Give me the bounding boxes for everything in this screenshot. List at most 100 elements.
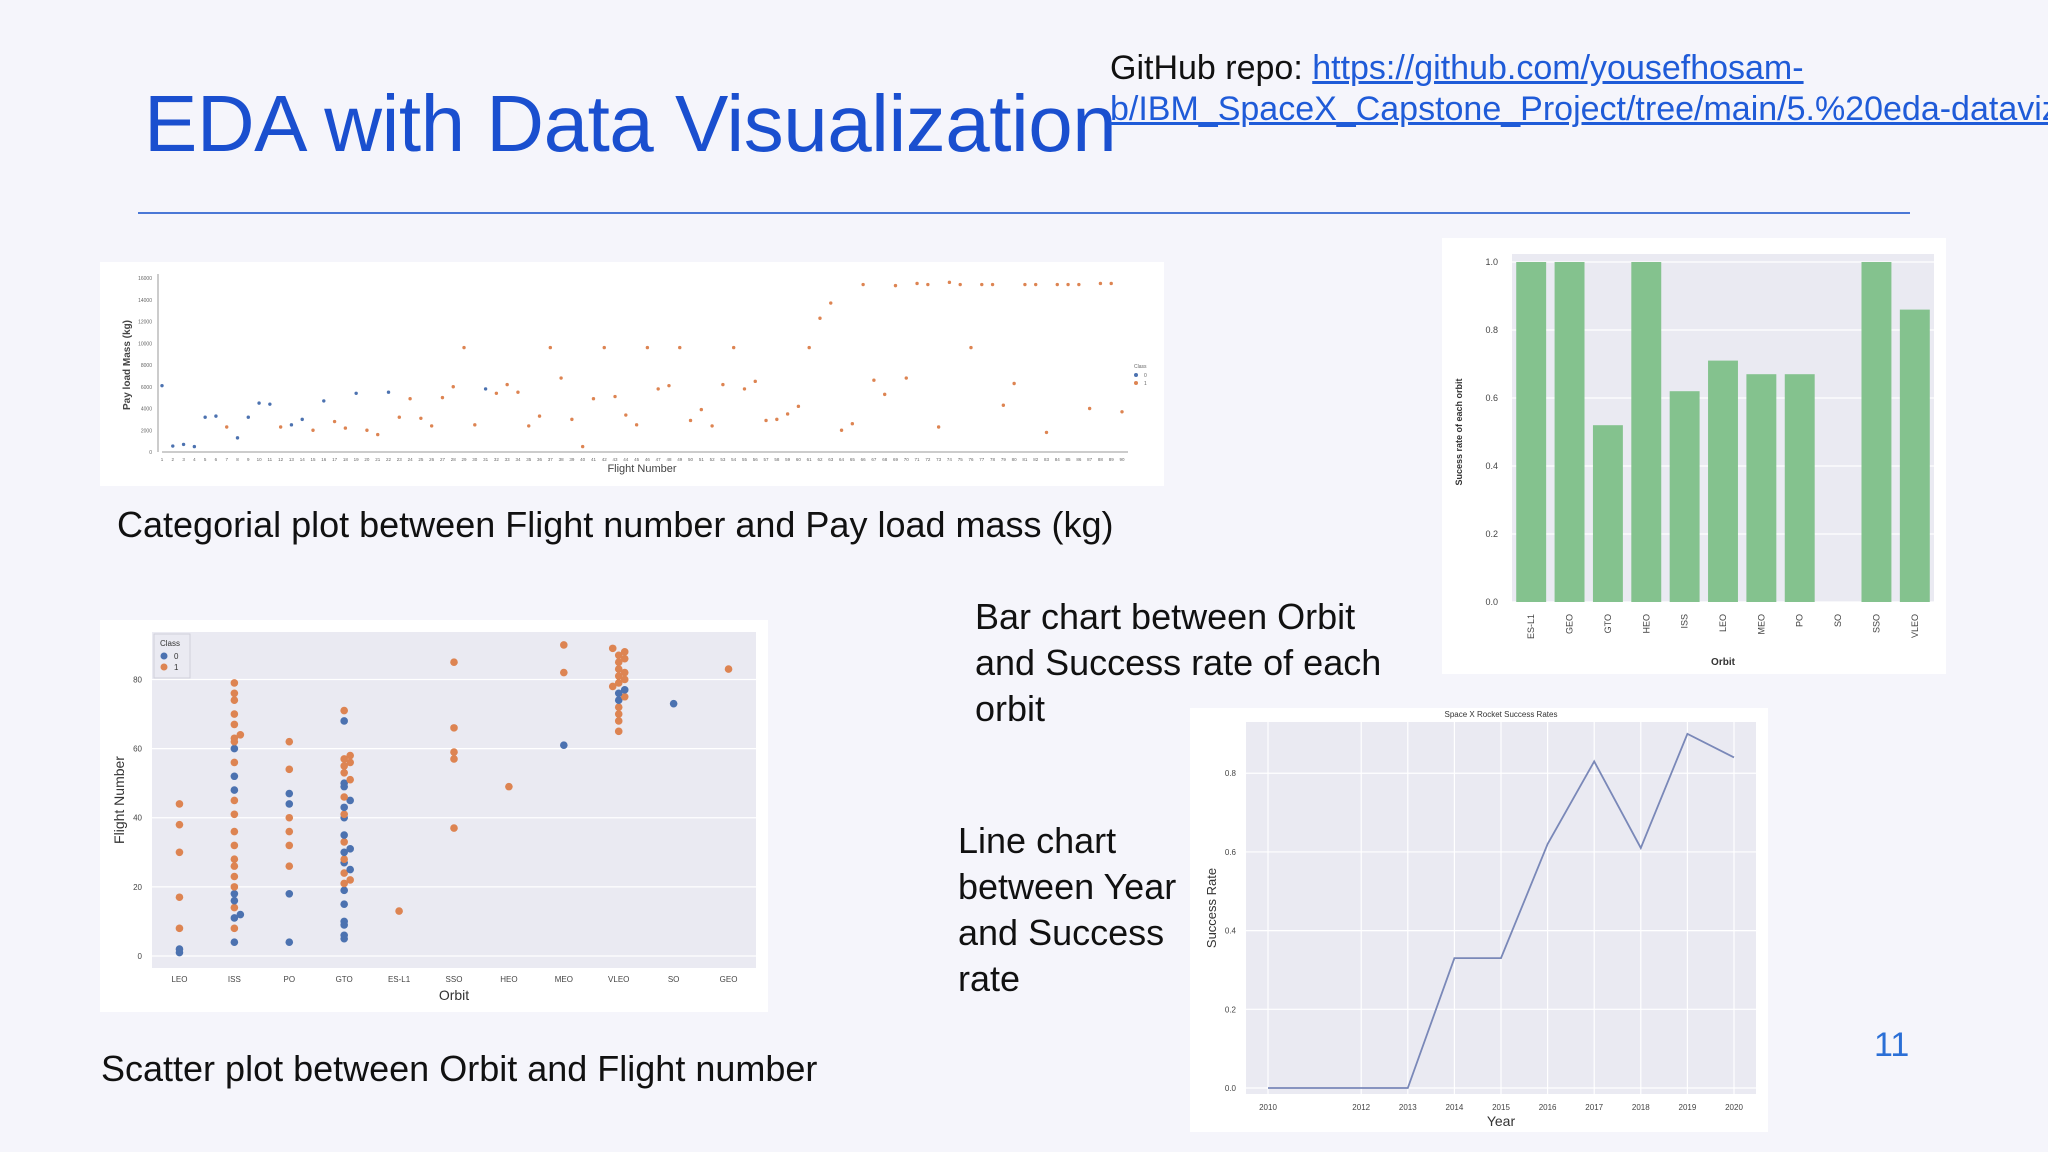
scatter-point bbox=[614, 658, 623, 666]
catplot-point bbox=[386, 390, 391, 394]
scatter-point bbox=[346, 865, 354, 874]
catplot-point bbox=[796, 404, 801, 409]
scatter-point bbox=[340, 838, 348, 846]
scatter-point bbox=[614, 710, 623, 718]
scatter-point bbox=[236, 910, 245, 919]
catplot-point bbox=[300, 417, 304, 422]
scatter-point bbox=[340, 769, 348, 777]
catplot-point bbox=[203, 415, 207, 419]
catplot-x-tick-label: 25 bbox=[418, 457, 424, 462]
scatter-point bbox=[346, 758, 354, 767]
scatter-point bbox=[230, 720, 239, 729]
scatter-point bbox=[340, 717, 348, 725]
catplot-x-tick-label: 49 bbox=[677, 457, 683, 462]
repo-label: GitHub repo: bbox=[1110, 49, 1313, 87]
scatter-point bbox=[346, 751, 354, 760]
scatter-point bbox=[230, 903, 239, 912]
scatter-point bbox=[230, 896, 239, 905]
repo-link-line1: https://github.com/yousefhosam- bbox=[1312, 49, 1804, 87]
catplot-y-tick-label: 14000 bbox=[138, 298, 152, 304]
catplot-point bbox=[1109, 281, 1113, 286]
catplot-x-tick-label: 45 bbox=[634, 457, 640, 462]
catplot-point bbox=[969, 345, 973, 350]
catplot-point bbox=[419, 416, 423, 420]
scatter-x-tick-label: SO bbox=[668, 975, 680, 984]
bar-geo bbox=[1554, 262, 1585, 602]
line-x-tick-label: 2019 bbox=[1679, 1103, 1697, 1112]
scatter-x-axis-label: Orbit bbox=[439, 987, 469, 1003]
scatter-point bbox=[340, 879, 348, 888]
scatter-legend-label: 0 bbox=[174, 652, 179, 661]
bar-y-tick-label: 0.8 bbox=[1485, 325, 1498, 335]
repo-link[interactable]: https://github.com/yousefhosam-b/IBM_Spa… bbox=[1110, 49, 2048, 128]
bar-y-tick-label: 0.6 bbox=[1485, 393, 1498, 403]
catplot-x-tick-label: 8 bbox=[236, 457, 239, 462]
catplot-legend-title: Class bbox=[1134, 364, 1147, 370]
catplot-x-tick-label: 76 bbox=[968, 457, 974, 462]
catplot-x-tick-label: 34 bbox=[515, 457, 521, 462]
scatter-point bbox=[346, 845, 354, 853]
catplot-point bbox=[332, 419, 337, 424]
scatter-point bbox=[236, 730, 245, 739]
line-x-tick-label: 2010 bbox=[1259, 1103, 1277, 1112]
catplot-point bbox=[753, 379, 757, 384]
scatter-point bbox=[614, 727, 623, 736]
catplot-point bbox=[850, 422, 855, 426]
line-x-tick-label: 2016 bbox=[1539, 1103, 1557, 1112]
catplot-point bbox=[688, 418, 693, 423]
scatter-point bbox=[230, 710, 239, 718]
catplot-x-tick-label: 39 bbox=[569, 457, 575, 462]
scatter-point bbox=[340, 793, 348, 801]
catplot-x-tick-label: 63 bbox=[828, 457, 834, 462]
bar-x-tick-label: MEO bbox=[1756, 614, 1766, 635]
catplot-x-tick-label: 6 bbox=[215, 457, 218, 462]
scatter-point bbox=[620, 675, 629, 684]
catplot-point bbox=[947, 280, 952, 285]
catplot-point bbox=[527, 424, 531, 428]
catplot-x-tick-label: 27 bbox=[440, 457, 446, 462]
catplot-point bbox=[548, 345, 553, 350]
scatter-point bbox=[614, 672, 623, 680]
line-x-tick-label: 2014 bbox=[1446, 1103, 1464, 1112]
catplot-x-tick-label: 13 bbox=[289, 457, 295, 462]
catplot-x-tick-label: 57 bbox=[764, 457, 770, 462]
bar-x-tick-label: GEO bbox=[1565, 614, 1575, 634]
catplot-point bbox=[710, 424, 714, 428]
bar-x-tick-label: GTO bbox=[1603, 614, 1613, 633]
catplot-point bbox=[893, 283, 898, 288]
bar-caption-line1: Bar chart between Orbit bbox=[975, 596, 1356, 637]
success-rate-line bbox=[1268, 732, 1735, 1089]
scatter-point bbox=[450, 724, 458, 732]
catplot-x-tick-label: 44 bbox=[623, 457, 629, 462]
catplot-x-tick-label: 74 bbox=[947, 457, 953, 462]
scatter-point bbox=[230, 679, 239, 687]
catplot-x-tick-label: 36 bbox=[537, 457, 543, 462]
line-y-tick-label: 0.4 bbox=[1225, 927, 1237, 936]
catplot-x-tick-label: 31 bbox=[483, 457, 489, 462]
catplot-x-tick-label: 30 bbox=[472, 457, 478, 462]
catplot-x-tick-label: 22 bbox=[386, 457, 392, 462]
scatter-y-tick-label: 40 bbox=[133, 814, 142, 823]
scatter-point bbox=[620, 654, 629, 663]
catplot-point bbox=[343, 426, 348, 430]
catplot-legend-marker bbox=[1134, 373, 1138, 377]
bar-y-tick-label: 0.0 bbox=[1485, 597, 1498, 607]
catplot-x-tick-label: 67 bbox=[871, 457, 877, 462]
scatter-point bbox=[230, 841, 239, 850]
catplot-point bbox=[473, 423, 477, 427]
catplot-x-tick-label: 70 bbox=[904, 457, 910, 462]
catplot-x-tick-label: 2 bbox=[172, 457, 175, 462]
repo-link-line2: b/IBM_SpaceX_Capstone_Project/tree/main/… bbox=[1110, 90, 2048, 128]
scatter-point bbox=[450, 824, 458, 832]
scatter-point bbox=[230, 810, 239, 819]
scatter-x-tick-label: SSO bbox=[446, 975, 463, 984]
catplot-point bbox=[1023, 282, 1027, 287]
catplot-point bbox=[537, 414, 542, 418]
catplot-point bbox=[408, 397, 412, 401]
catplot-x-tick-label: 28 bbox=[451, 457, 457, 462]
catplot-y-axis-label: Pay load Mass (kg) bbox=[122, 320, 133, 410]
repo-reference: GitHub repo: https://github.com/yousefho… bbox=[1110, 48, 2048, 130]
bar-x-tick-label: ES-L1 bbox=[1526, 614, 1536, 639]
scatter-point bbox=[230, 758, 239, 767]
scatter-point bbox=[340, 762, 348, 770]
